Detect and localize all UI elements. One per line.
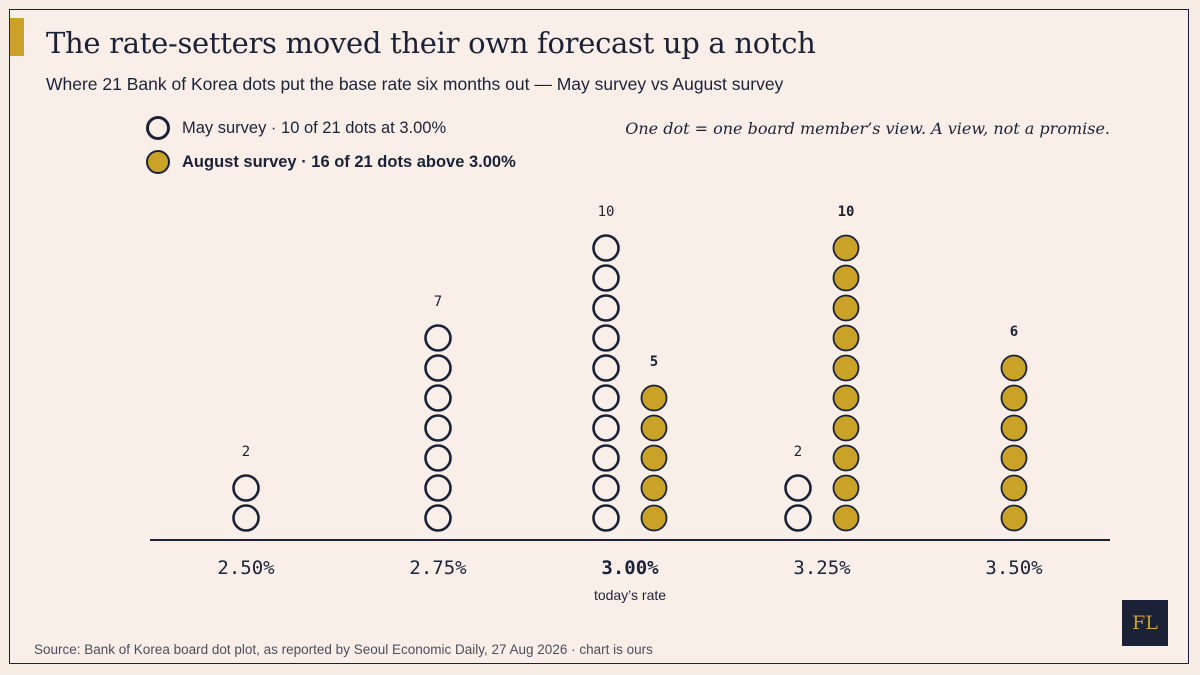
today-rate-annotation: today’s rate bbox=[594, 587, 666, 603]
x-tick-label: 3.50% bbox=[985, 557, 1043, 579]
may-dot bbox=[424, 504, 452, 532]
filled-dot-icon bbox=[146, 150, 170, 174]
publisher-logo: FL bbox=[1122, 600, 1168, 646]
may-count-label: 10 bbox=[598, 204, 615, 220]
august-dot bbox=[640, 504, 668, 532]
chart-note: One dot = one board member’s view. A vie… bbox=[625, 119, 1110, 138]
may-dot bbox=[592, 444, 620, 472]
august-dot bbox=[832, 414, 860, 442]
accent-bar bbox=[10, 18, 24, 56]
may-dot bbox=[592, 294, 620, 322]
may-count-label: 7 bbox=[434, 294, 442, 310]
may-dot bbox=[784, 474, 812, 502]
may-dot bbox=[424, 444, 452, 472]
august-dot bbox=[832, 324, 860, 352]
x-tick-label: 3.00% bbox=[601, 557, 659, 579]
may-dot bbox=[784, 504, 812, 532]
may-dot bbox=[592, 324, 620, 352]
may-dot bbox=[592, 474, 620, 502]
august-count-label: 6 bbox=[1010, 324, 1018, 340]
chart-subtitle: Where 21 Bank of Korea dots put the base… bbox=[46, 74, 784, 94]
august-dot bbox=[640, 384, 668, 412]
may-dot bbox=[424, 474, 452, 502]
may-dot bbox=[592, 354, 620, 382]
may-dot bbox=[592, 264, 620, 292]
august-dot bbox=[832, 504, 860, 532]
august-dot bbox=[1000, 414, 1028, 442]
august-dot bbox=[640, 474, 668, 502]
source-note: Source: Bank of Korea board dot plot, as… bbox=[34, 642, 653, 657]
may-dot bbox=[232, 504, 260, 532]
august-dot bbox=[832, 264, 860, 292]
may-dot bbox=[592, 504, 620, 532]
open-dot-icon bbox=[146, 116, 170, 140]
august-dot bbox=[1000, 444, 1028, 472]
may-dot bbox=[592, 384, 620, 412]
legend-label-may: May survey · 10 of 21 dots at 3.00% bbox=[182, 118, 447, 137]
legend-label-august: August survey · 16 of 21 dots above 3.00… bbox=[182, 152, 516, 171]
may-dot bbox=[424, 324, 452, 352]
august-dot bbox=[1000, 474, 1028, 502]
august-count-label: 10 bbox=[838, 204, 855, 220]
may-dot bbox=[424, 414, 452, 442]
may-dot bbox=[424, 384, 452, 412]
x-tick-label: 2.75% bbox=[409, 557, 467, 579]
august-dot bbox=[832, 234, 860, 262]
may-count-label: 2 bbox=[242, 444, 250, 460]
august-dot bbox=[832, 444, 860, 472]
august-dot bbox=[1000, 504, 1028, 532]
august-dot bbox=[1000, 384, 1028, 412]
may-dot bbox=[592, 414, 620, 442]
legend-item-august: August survey · 16 of 21 dots above 3.00… bbox=[146, 150, 516, 174]
august-dot bbox=[832, 354, 860, 382]
may-count-label: 2 bbox=[794, 444, 802, 460]
august-count-label: 5 bbox=[650, 354, 658, 370]
august-dot bbox=[640, 444, 668, 472]
august-dot bbox=[832, 294, 860, 322]
x-tick-label: 3.25% bbox=[793, 557, 851, 579]
may-dot bbox=[232, 474, 260, 502]
august-dot bbox=[640, 414, 668, 442]
x-tick-label: 2.50% bbox=[217, 557, 275, 579]
chart-title: The rate-setters moved their own forecas… bbox=[46, 26, 816, 60]
august-dot bbox=[1000, 354, 1028, 382]
may-dot bbox=[592, 234, 620, 262]
may-dot bbox=[424, 354, 452, 382]
legend-item-may: May survey · 10 of 21 dots at 3.00% bbox=[146, 116, 446, 140]
august-dot bbox=[832, 384, 860, 412]
august-dot bbox=[832, 474, 860, 502]
